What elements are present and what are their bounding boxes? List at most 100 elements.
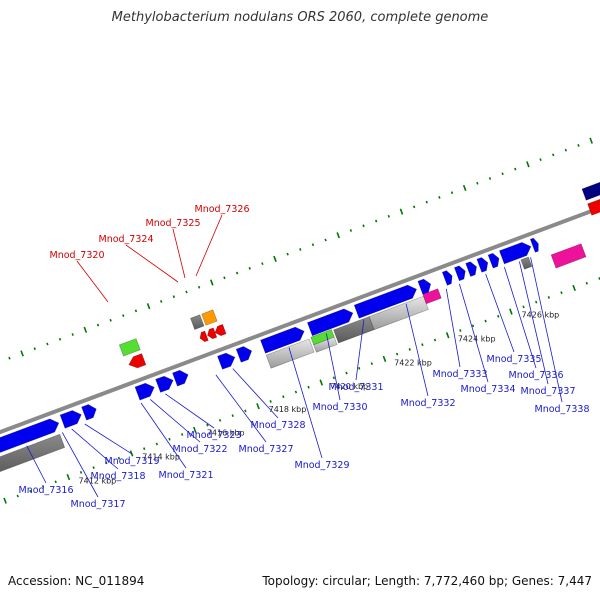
scale-tick — [497, 314, 500, 318]
scale-tick — [282, 395, 285, 399]
scale-tick — [336, 232, 341, 239]
reverse-gene — [207, 327, 218, 340]
scale-tick — [370, 362, 373, 366]
label-connector — [445, 288, 461, 368]
scale-tick — [168, 437, 171, 441]
scale-label: 7420 kbp — [330, 382, 368, 391]
other-feature — [265, 338, 315, 369]
scale-tick — [105, 461, 108, 465]
scale-tick — [96, 323, 100, 327]
scale-tick — [180, 433, 184, 436]
pink-feature — [550, 243, 587, 269]
scale-tick — [476, 181, 479, 185]
scale-tick — [319, 379, 324, 386]
reverse-gene-label: Mnod_7324 — [99, 234, 154, 245]
other-feature — [368, 295, 429, 331]
scale-tick — [117, 456, 121, 460]
navy-feature — [581, 181, 600, 201]
scale-tick — [526, 161, 530, 168]
pink-feature — [422, 288, 442, 305]
label-connector — [125, 244, 179, 283]
scale-tick — [58, 337, 62, 341]
scale-tick — [71, 333, 74, 336]
scale-tick — [160, 300, 163, 303]
forward-gene — [487, 252, 500, 269]
scale-tick — [509, 308, 513, 315]
forward-gene-label: Mnod_7322 — [173, 444, 228, 455]
forward-gene — [59, 410, 82, 429]
forward-gene — [307, 308, 354, 337]
scale-tick — [256, 403, 260, 410]
scale-tick — [261, 262, 264, 266]
forward-gene-label: Mnod_7331 — [329, 382, 384, 393]
scale-tick — [197, 285, 201, 289]
scale-tick — [395, 352, 399, 356]
forward-gene — [217, 352, 236, 370]
label-connector — [195, 214, 223, 277]
label-connector — [172, 228, 186, 279]
forward-gene-label: Mnod_7334 — [461, 384, 516, 395]
scale-tick — [29, 489, 32, 493]
scale-label: 7416 kbp — [207, 428, 245, 437]
scale-tick — [535, 300, 538, 304]
label-connector — [150, 399, 201, 443]
label-connector — [61, 432, 99, 498]
label-connector — [504, 266, 537, 369]
scale-tick — [577, 144, 580, 147]
scale-tick — [522, 305, 525, 309]
scale-tick — [349, 229, 353, 232]
other-feature — [190, 314, 205, 330]
scale-tick — [146, 303, 151, 310]
scale-label: 7422 kbp — [394, 358, 432, 367]
scale-tick — [185, 290, 188, 294]
other-feature — [520, 256, 533, 270]
scale-tick — [438, 196, 441, 199]
label-connector — [326, 333, 341, 401]
scale-tick — [547, 296, 551, 299]
label-connector — [232, 368, 279, 419]
forward-gene-label: Mnod_7329 — [295, 460, 350, 471]
label-connector — [76, 260, 109, 303]
scale-tick — [501, 172, 504, 176]
reverse-gene — [128, 353, 147, 369]
scale-tick — [41, 485, 45, 488]
forward-gene-label: Mnod_7330 — [313, 402, 368, 413]
scale-tick — [311, 243, 315, 247]
rna-feature — [118, 338, 141, 357]
forward-gene — [235, 346, 253, 363]
scale-tick — [471, 324, 475, 328]
forward-gene — [454, 265, 466, 282]
scale-tick — [209, 279, 214, 286]
scale-tick — [408, 348, 411, 351]
forward-gene — [465, 261, 477, 277]
forward-gene-label: Mnod_7335 — [487, 354, 542, 365]
label-connector — [165, 393, 215, 429]
scale-tick — [155, 442, 159, 446]
scale-tick — [33, 347, 36, 351]
forward-gene — [172, 369, 189, 387]
label-connector — [84, 423, 133, 455]
scale-tick — [585, 281, 588, 285]
scale-tick — [269, 400, 272, 403]
scale-tick — [488, 177, 492, 180]
scale-tick — [16, 494, 19, 498]
scale-label: 7414 kbp — [142, 453, 180, 462]
scale-label: 7426 kbp — [522, 311, 560, 320]
scale-tick — [294, 390, 298, 394]
scale-tick — [206, 423, 209, 427]
label-connector — [288, 347, 323, 459]
scale-tick — [552, 153, 555, 157]
map-title: Methylobacterium nodulans ORS 2060, comp… — [111, 10, 489, 25]
scale-tick — [412, 205, 416, 209]
scale-tick — [231, 414, 234, 418]
genome-backbone — [0, 205, 600, 435]
forward-gene-label: Mnod_7316 — [19, 485, 74, 496]
scale-tick — [8, 356, 11, 360]
forward-gene — [81, 404, 97, 421]
scale-tick — [358, 366, 361, 370]
reverse-gene — [587, 198, 600, 216]
scale-tick — [79, 470, 83, 474]
accession-text: Accession: NC_011894 — [8, 574, 145, 588]
label-connector — [215, 374, 267, 443]
